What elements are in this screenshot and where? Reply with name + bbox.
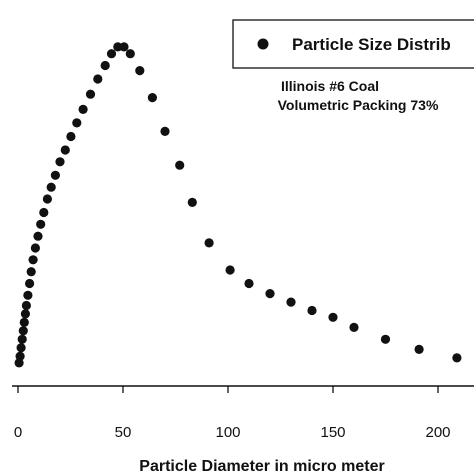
- data-point: [39, 207, 49, 218]
- data-point: [147, 93, 157, 103]
- legend-label: Particle Size Distrib: [292, 35, 451, 54]
- data-point: [72, 118, 82, 128]
- x-tick-label: 100: [215, 424, 240, 441]
- x-tick-label: 200: [425, 424, 450, 441]
- data-point: [19, 317, 29, 327]
- data-point: [307, 305, 317, 316]
- data-point: [175, 160, 185, 170]
- data-points: [14, 42, 462, 368]
- x-axis-ticks: 0 50 100 150 200: [14, 386, 451, 441]
- legend-marker: [257, 38, 269, 50]
- data-point: [30, 243, 40, 253]
- data-point: [16, 343, 26, 353]
- data-point: [106, 49, 117, 59]
- legend-box: [232, 19, 474, 69]
- data-point: [160, 126, 170, 136]
- data-point: [66, 131, 76, 142]
- data-point: [33, 231, 43, 241]
- annotation-coal: Illinois #6 Coal: [281, 78, 379, 94]
- annotation-packing: Volumetric Packing 73%: [278, 97, 439, 113]
- x-tick-label: 50: [115, 424, 132, 441]
- data-point: [187, 197, 197, 207]
- data-point: [18, 326, 28, 336]
- data-point: [414, 344, 424, 354]
- data-point: [36, 219, 46, 229]
- data-point: [28, 255, 38, 265]
- data-point: [85, 89, 96, 99]
- data-point: [135, 66, 145, 76]
- data-point: [25, 278, 35, 289]
- data-point: [244, 278, 254, 289]
- data-point: [42, 194, 53, 204]
- data-point: [17, 334, 27, 344]
- data-point: [21, 300, 31, 311]
- data-point: [26, 267, 36, 277]
- data-point: [46, 182, 56, 192]
- data-point: [204, 238, 214, 248]
- data-point: [452, 353, 462, 363]
- x-axis-title: Particle Diameter in micro meter: [139, 458, 384, 474]
- x-tick-label: 150: [320, 424, 345, 441]
- data-point: [225, 265, 235, 275]
- data-point: [60, 145, 70, 155]
- data-point: [328, 312, 338, 322]
- data-point: [78, 104, 88, 114]
- data-point: [286, 297, 296, 307]
- legend: Particle Size Distrib: [232, 19, 474, 69]
- data-point: [55, 157, 65, 167]
- x-tick-label: 0: [14, 424, 22, 441]
- data-point: [93, 74, 103, 84]
- data-point: [20, 309, 30, 319]
- data-point: [380, 334, 391, 344]
- data-point: [15, 351, 25, 361]
- data-point: [349, 322, 359, 332]
- data-point: [100, 60, 110, 71]
- data-point: [125, 49, 135, 59]
- data-point: [119, 42, 129, 52]
- data-point: [265, 289, 275, 299]
- data-point: [50, 170, 61, 180]
- data-point: [23, 290, 33, 300]
